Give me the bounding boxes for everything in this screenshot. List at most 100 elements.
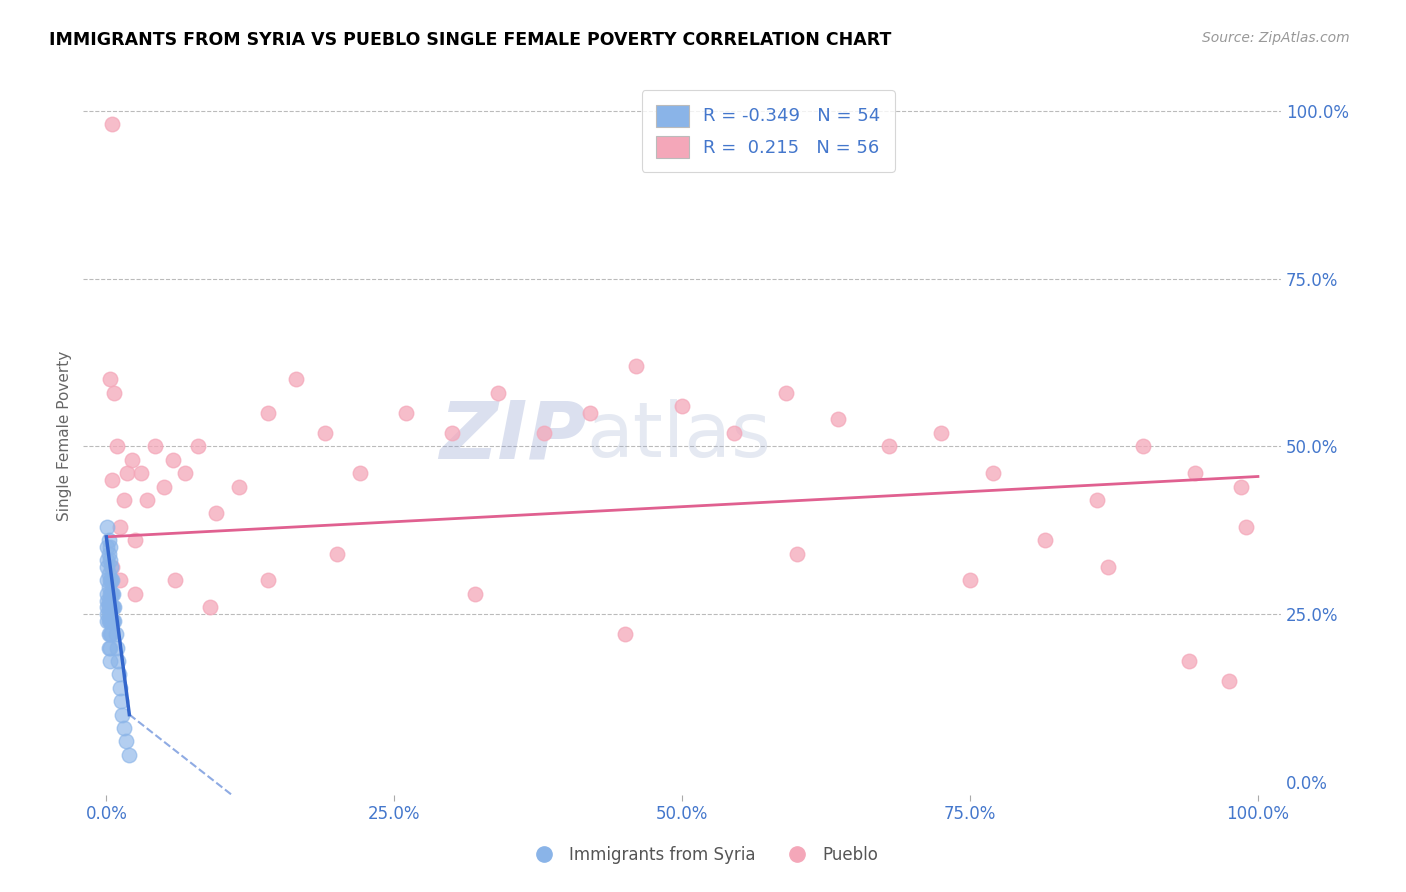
Point: [110, 694, 132, 708]
Point: [173, 466, 195, 480]
Point: [118, 747, 141, 762]
Point: [101, 587, 124, 601]
Point: [187, 439, 209, 453]
Point: [775, 385, 797, 400]
Point: [98, 372, 121, 386]
Point: [108, 520, 131, 534]
Point: [959, 574, 981, 588]
Point: [96, 520, 118, 534]
Point: [103, 614, 125, 628]
Point: [96, 593, 118, 607]
Point: [105, 640, 128, 655]
Point: [96, 607, 118, 621]
Point: [143, 439, 166, 453]
Point: [100, 560, 122, 574]
Point: [97, 607, 120, 621]
Point: [879, 439, 901, 453]
Point: [198, 600, 221, 615]
Legend: R = -0.349   N = 54, R =  0.215   N = 56: R = -0.349 N = 54, R = 0.215 N = 56: [641, 90, 894, 172]
Point: [1229, 479, 1251, 493]
Point: [100, 627, 122, 641]
Point: [96, 614, 118, 628]
Point: [101, 473, 124, 487]
Point: [121, 452, 143, 467]
Point: [103, 385, 125, 400]
Point: [929, 425, 952, 440]
Point: [111, 707, 134, 722]
Point: [671, 399, 693, 413]
Point: [98, 600, 121, 615]
Point: [103, 614, 125, 628]
Point: [124, 587, 146, 601]
Point: [101, 574, 124, 588]
Point: [96, 553, 118, 567]
Point: [165, 574, 187, 588]
Point: [97, 593, 120, 607]
Point: [97, 533, 120, 548]
Point: [486, 385, 509, 400]
Point: [97, 566, 120, 581]
Point: [100, 600, 122, 615]
Point: [124, 533, 146, 548]
Point: [97, 580, 120, 594]
Point: [97, 600, 120, 615]
Point: [98, 640, 121, 655]
Point: [579, 406, 602, 420]
Point: [103, 600, 125, 615]
Point: [98, 574, 121, 588]
Text: IMMIGRANTS FROM SYRIA VS PUEBLO SINGLE FEMALE POVERTY CORRELATION CHART: IMMIGRANTS FROM SYRIA VS PUEBLO SINGLE F…: [49, 31, 891, 49]
Point: [129, 466, 152, 480]
Point: [98, 627, 121, 641]
Point: [1033, 533, 1056, 548]
Point: [100, 587, 122, 601]
Point: [108, 681, 131, 695]
Point: [1218, 674, 1240, 689]
Point: [96, 600, 118, 615]
Text: Source: ZipAtlas.com: Source: ZipAtlas.com: [1202, 31, 1350, 45]
Point: [1234, 520, 1257, 534]
Point: [112, 721, 135, 735]
Point: [98, 654, 121, 668]
Point: [107, 654, 129, 668]
Point: [256, 574, 278, 588]
Point: [98, 553, 121, 567]
Point: [135, 492, 157, 507]
Point: [101, 560, 124, 574]
Point: [108, 667, 131, 681]
Point: [1097, 560, 1119, 574]
Point: [256, 406, 278, 420]
Point: [440, 425, 463, 440]
Y-axis label: Single Female Poverty: Single Female Poverty: [58, 351, 72, 522]
Point: [1178, 654, 1201, 668]
Point: [827, 412, 849, 426]
Point: [786, 547, 808, 561]
Point: [96, 540, 118, 554]
Text: atlas: atlas: [586, 400, 770, 474]
Point: [96, 587, 118, 601]
Point: [103, 600, 125, 615]
Point: [115, 466, 138, 480]
Point: [103, 587, 125, 601]
Point: [115, 734, 138, 748]
Point: [1184, 466, 1206, 480]
Point: [314, 425, 336, 440]
Point: [162, 452, 184, 467]
Point: [108, 574, 131, 588]
Point: [285, 372, 308, 386]
Point: [97, 614, 120, 628]
Point: [112, 492, 135, 507]
Point: [96, 574, 118, 588]
Point: [325, 547, 347, 561]
Point: [395, 406, 418, 420]
Point: [101, 614, 124, 628]
Point: [97, 640, 120, 655]
Legend: Immigrants from Syria, Pueblo: Immigrants from Syria, Pueblo: [522, 839, 884, 871]
Point: [97, 627, 120, 641]
Point: [101, 117, 124, 131]
Point: [98, 587, 121, 601]
Point: [100, 574, 122, 588]
Point: [981, 466, 1004, 480]
Point: [1085, 492, 1108, 507]
Point: [464, 587, 486, 601]
Text: ZIP: ZIP: [439, 397, 586, 475]
